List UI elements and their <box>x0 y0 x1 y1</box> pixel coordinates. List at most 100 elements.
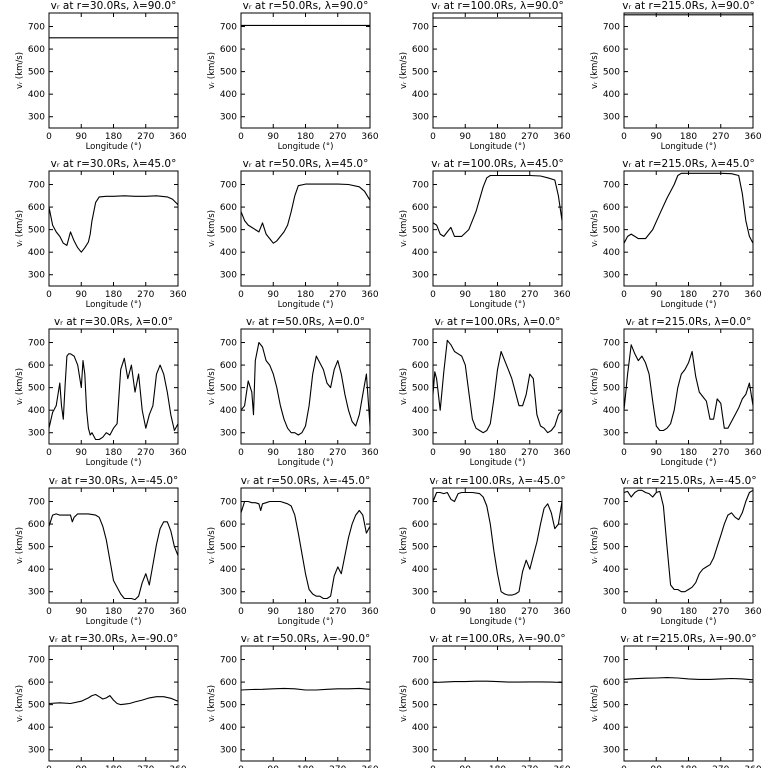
y-tick-label: 700 <box>412 23 429 33</box>
x-tick-label: 0 <box>430 290 436 300</box>
panel-2-2: vᵣ at r=100.0Rs, λ=0.0° 0 90 180 270 360 300 40… <box>399 316 571 468</box>
plot-frame <box>432 645 563 762</box>
y-tick-label: 400 <box>28 406 45 416</box>
y-tick-label: 300 <box>412 588 429 598</box>
y-tick-label: 700 <box>412 656 429 666</box>
x-axis-label: Longitude (°) <box>661 458 717 468</box>
y-tick-label: 700 <box>603 339 620 349</box>
y-tick-label: 700 <box>28 498 45 508</box>
x-tick-label: 360 <box>169 448 186 458</box>
panel-title: vᵣ at r=50.0Rs, λ=90.0° <box>243 0 369 12</box>
y-tick-label: 400 <box>412 90 429 100</box>
y-axis-label: vᵣ (km/s) <box>207 368 217 405</box>
y-tick-label: 600 <box>220 678 237 688</box>
x-tick-label: 360 <box>744 132 761 142</box>
panel-3-2: vᵣ at r=100.0Rs, λ=-45.0° 0 90 180 270 360 300… <box>399 475 571 627</box>
y-tick-label: 700 <box>603 23 620 33</box>
panel-title: vᵣ at r=50.0Rs, λ=-90.0° <box>241 633 371 645</box>
y-tick-label: 500 <box>220 384 237 394</box>
y-tick-label: 300 <box>412 429 429 439</box>
y-tick-label: 500 <box>28 68 45 78</box>
y-tick-label: 500 <box>412 226 429 236</box>
panel-4-2: vᵣ at r=100.0Rs, λ=-90.0° 0 90 180 270 360 300… <box>399 633 571 768</box>
x-axis-label: Longitude (°) <box>470 617 526 627</box>
y-tick-label: 600 <box>412 361 429 371</box>
plot-frame <box>240 645 371 762</box>
y-tick-label: 600 <box>220 203 237 213</box>
y-tick-label: 500 <box>220 543 237 553</box>
y-tick-label: 500 <box>603 384 620 394</box>
y-tick-label: 700 <box>220 181 237 191</box>
y-tick-label: 700 <box>28 339 45 349</box>
x-tick-label: 0 <box>46 765 52 768</box>
panel-title: vᵣ at r=100.0Rs, λ=90.0° <box>431 0 563 12</box>
panel-2-3: vᵣ at r=215.0Rs, λ=0.0° 0 90 180 270 360 300 40… <box>590 316 762 468</box>
panel-title: vᵣ at r=50.0Rs, λ=-45.0° <box>241 475 371 487</box>
x-tick-label: 0 <box>238 607 244 617</box>
x-tick-label: 360 <box>361 448 378 458</box>
x-tick-label: 360 <box>744 765 761 768</box>
y-tick-label: 300 <box>220 113 237 123</box>
x-tick-label: 90 <box>651 132 663 142</box>
x-tick-label: 90 <box>76 765 88 768</box>
plot-frame <box>48 328 179 445</box>
y-axis-label: vᵣ (km/s) <box>590 52 600 89</box>
x-tick-label: 90 <box>76 290 88 300</box>
panel-title: vᵣ at r=100.0Rs, λ=0.0° <box>435 316 561 328</box>
speed-curve <box>623 172 754 244</box>
y-tick-label: 400 <box>603 90 620 100</box>
panel-1-3: vᵣ at r=215.0Rs, λ=45.0° 0 90 180 270 360 300 4… <box>590 158 762 310</box>
y-tick-label: 300 <box>220 588 237 598</box>
plot-frame <box>623 645 754 762</box>
y-tick-label: 600 <box>603 203 620 213</box>
speed-curve <box>623 489 754 593</box>
y-tick-label: 700 <box>603 656 620 666</box>
y-axis-label: vᵣ (km/s) <box>590 210 600 247</box>
panel-3-0: vᵣ at r=30.0Rs, λ=-45.0° 0 90 180 270 360 300 4… <box>15 475 187 627</box>
x-tick-label: 90 <box>651 607 663 617</box>
speed-curve <box>623 677 754 681</box>
y-tick-label: 300 <box>412 271 429 281</box>
x-tick-label: 0 <box>430 607 436 617</box>
speed-curve <box>240 687 371 691</box>
plot-frame <box>623 487 754 604</box>
x-tick-label: 270 <box>137 132 154 142</box>
x-tick-label: 360 <box>553 290 570 300</box>
speed-curve <box>432 174 563 237</box>
plot-frame <box>623 328 754 445</box>
x-tick-label: 270 <box>329 765 346 768</box>
x-tick-label: 0 <box>238 132 244 142</box>
y-tick-label: 300 <box>603 113 620 123</box>
y-tick-label: 400 <box>603 565 620 575</box>
plot-frame <box>48 170 179 287</box>
panel-title: vᵣ at r=50.0Rs, λ=45.0° <box>243 158 369 170</box>
y-tick-label: 700 <box>28 181 45 191</box>
y-tick-label: 700 <box>220 656 237 666</box>
y-tick-label: 600 <box>603 678 620 688</box>
y-tick-label: 400 <box>412 565 429 575</box>
y-axis-label: vᵣ (km/s) <box>399 52 409 89</box>
x-tick-label: 360 <box>361 290 378 300</box>
y-tick-label: 400 <box>220 406 237 416</box>
y-tick-label: 600 <box>412 203 429 213</box>
speed-curve <box>432 680 563 684</box>
y-tick-label: 400 <box>220 90 237 100</box>
y-tick-label: 500 <box>412 701 429 711</box>
x-tick-label: 180 <box>489 448 506 458</box>
speed-curve <box>623 344 754 432</box>
x-tick-label: 180 <box>297 765 314 768</box>
y-tick-label: 600 <box>412 678 429 688</box>
x-tick-label: 180 <box>297 290 314 300</box>
x-axis-label: Longitude (°) <box>278 142 334 152</box>
x-axis-label: Longitude (°) <box>661 300 717 310</box>
panel-0-2: vᵣ at r=100.0Rs, λ=90.0° 0 90 180 270 360 300 4… <box>399 0 571 152</box>
x-tick-label: 0 <box>238 765 244 768</box>
x-tick-label: 180 <box>489 290 506 300</box>
y-tick-label: 300 <box>28 113 45 123</box>
x-tick-label: 0 <box>46 448 52 458</box>
x-tick-label: 180 <box>680 448 697 458</box>
x-tick-label: 360 <box>553 765 570 768</box>
plot-frame <box>240 487 371 604</box>
x-tick-label: 270 <box>712 765 729 768</box>
x-tick-label: 0 <box>238 290 244 300</box>
